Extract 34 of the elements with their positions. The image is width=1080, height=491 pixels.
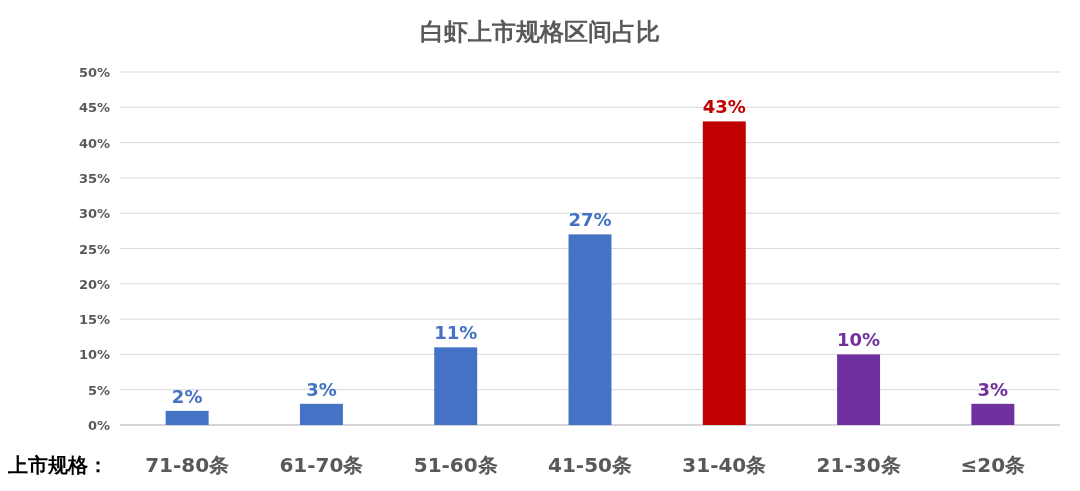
- bar: [165, 410, 209, 425]
- data-label: 11%: [434, 322, 478, 344]
- y-tick-label: 15%: [78, 312, 110, 328]
- x-tick-label: 61-70条: [279, 453, 364, 477]
- bar: [837, 354, 881, 425]
- data-label: 10%: [837, 329, 881, 351]
- x-axis-title: 上市规格：: [7, 453, 108, 477]
- y-tick-label: 45%: [78, 100, 110, 116]
- y-tick-label: 35%: [78, 170, 110, 186]
- x-tick-label: 31-40条: [682, 453, 767, 477]
- y-tick-label: 40%: [78, 135, 110, 151]
- bar: [568, 234, 612, 425]
- data-label: 3%: [306, 378, 337, 400]
- y-tick-label: 10%: [78, 347, 110, 363]
- x-tick-label: 71-80条: [145, 453, 230, 477]
- bar: [971, 403, 1015, 425]
- y-tick-label: 25%: [78, 241, 110, 257]
- bar: [299, 403, 343, 425]
- data-label: 2%: [171, 385, 203, 407]
- data-label: 27%: [568, 209, 612, 231]
- y-tick-label: 50%: [78, 65, 110, 80]
- bar: [434, 347, 478, 425]
- y-tick-label: 30%: [78, 206, 110, 222]
- x-tick-label: 21-30条: [816, 453, 901, 477]
- bar: [702, 121, 746, 425]
- x-tick-label: ≤20条: [960, 453, 1026, 477]
- y-tick-label: 20%: [78, 276, 110, 292]
- x-tick-label: 41-50条: [548, 453, 632, 477]
- chart-title: 白虾上市规格区间占比: [420, 18, 660, 46]
- data-label: 43%: [702, 96, 746, 118]
- y-tick-label: 5%: [87, 382, 110, 398]
- data-label: 3%: [977, 378, 1009, 400]
- y-tick-label: 0%: [87, 418, 110, 433]
- x-tick-label: 51-60条: [413, 453, 498, 477]
